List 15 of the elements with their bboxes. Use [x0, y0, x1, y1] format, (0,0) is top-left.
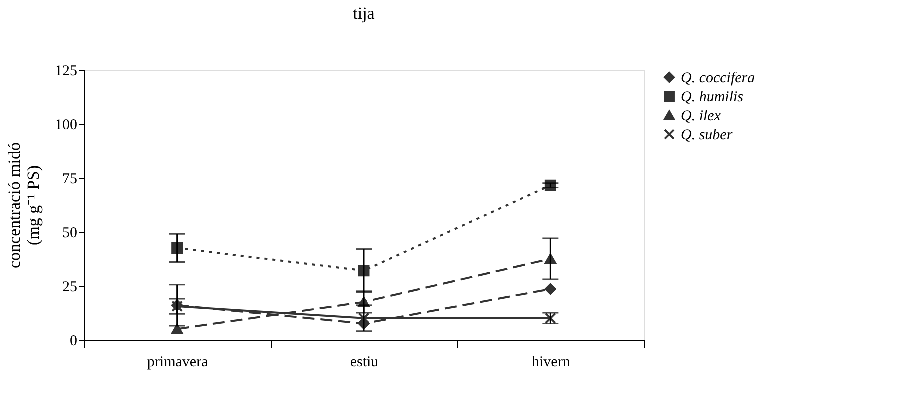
- legend-label: Q. suber: [681, 128, 733, 144]
- y-tick-label: 50: [62, 226, 78, 242]
- x-tick-label: hivern: [532, 354, 571, 370]
- x-tick-label: estiu: [350, 354, 380, 370]
- legend-label: Q. ilex: [681, 108, 722, 124]
- legend-label: Q. coccifera: [681, 70, 756, 86]
- y-axis-title: concentració midó (mg g⁻¹ PS): [5, 142, 43, 269]
- x-tick-label: primavera: [147, 354, 209, 370]
- y-tick-label: 100: [55, 118, 78, 134]
- y-tick-label: 75: [62, 172, 78, 188]
- legend-label: Q. humilis: [681, 90, 744, 106]
- y-tick-label: 0: [70, 334, 78, 350]
- chart-title: tija: [353, 4, 376, 23]
- y-tick-label: 125: [55, 64, 78, 80]
- y-tick-label: 25: [62, 280, 78, 296]
